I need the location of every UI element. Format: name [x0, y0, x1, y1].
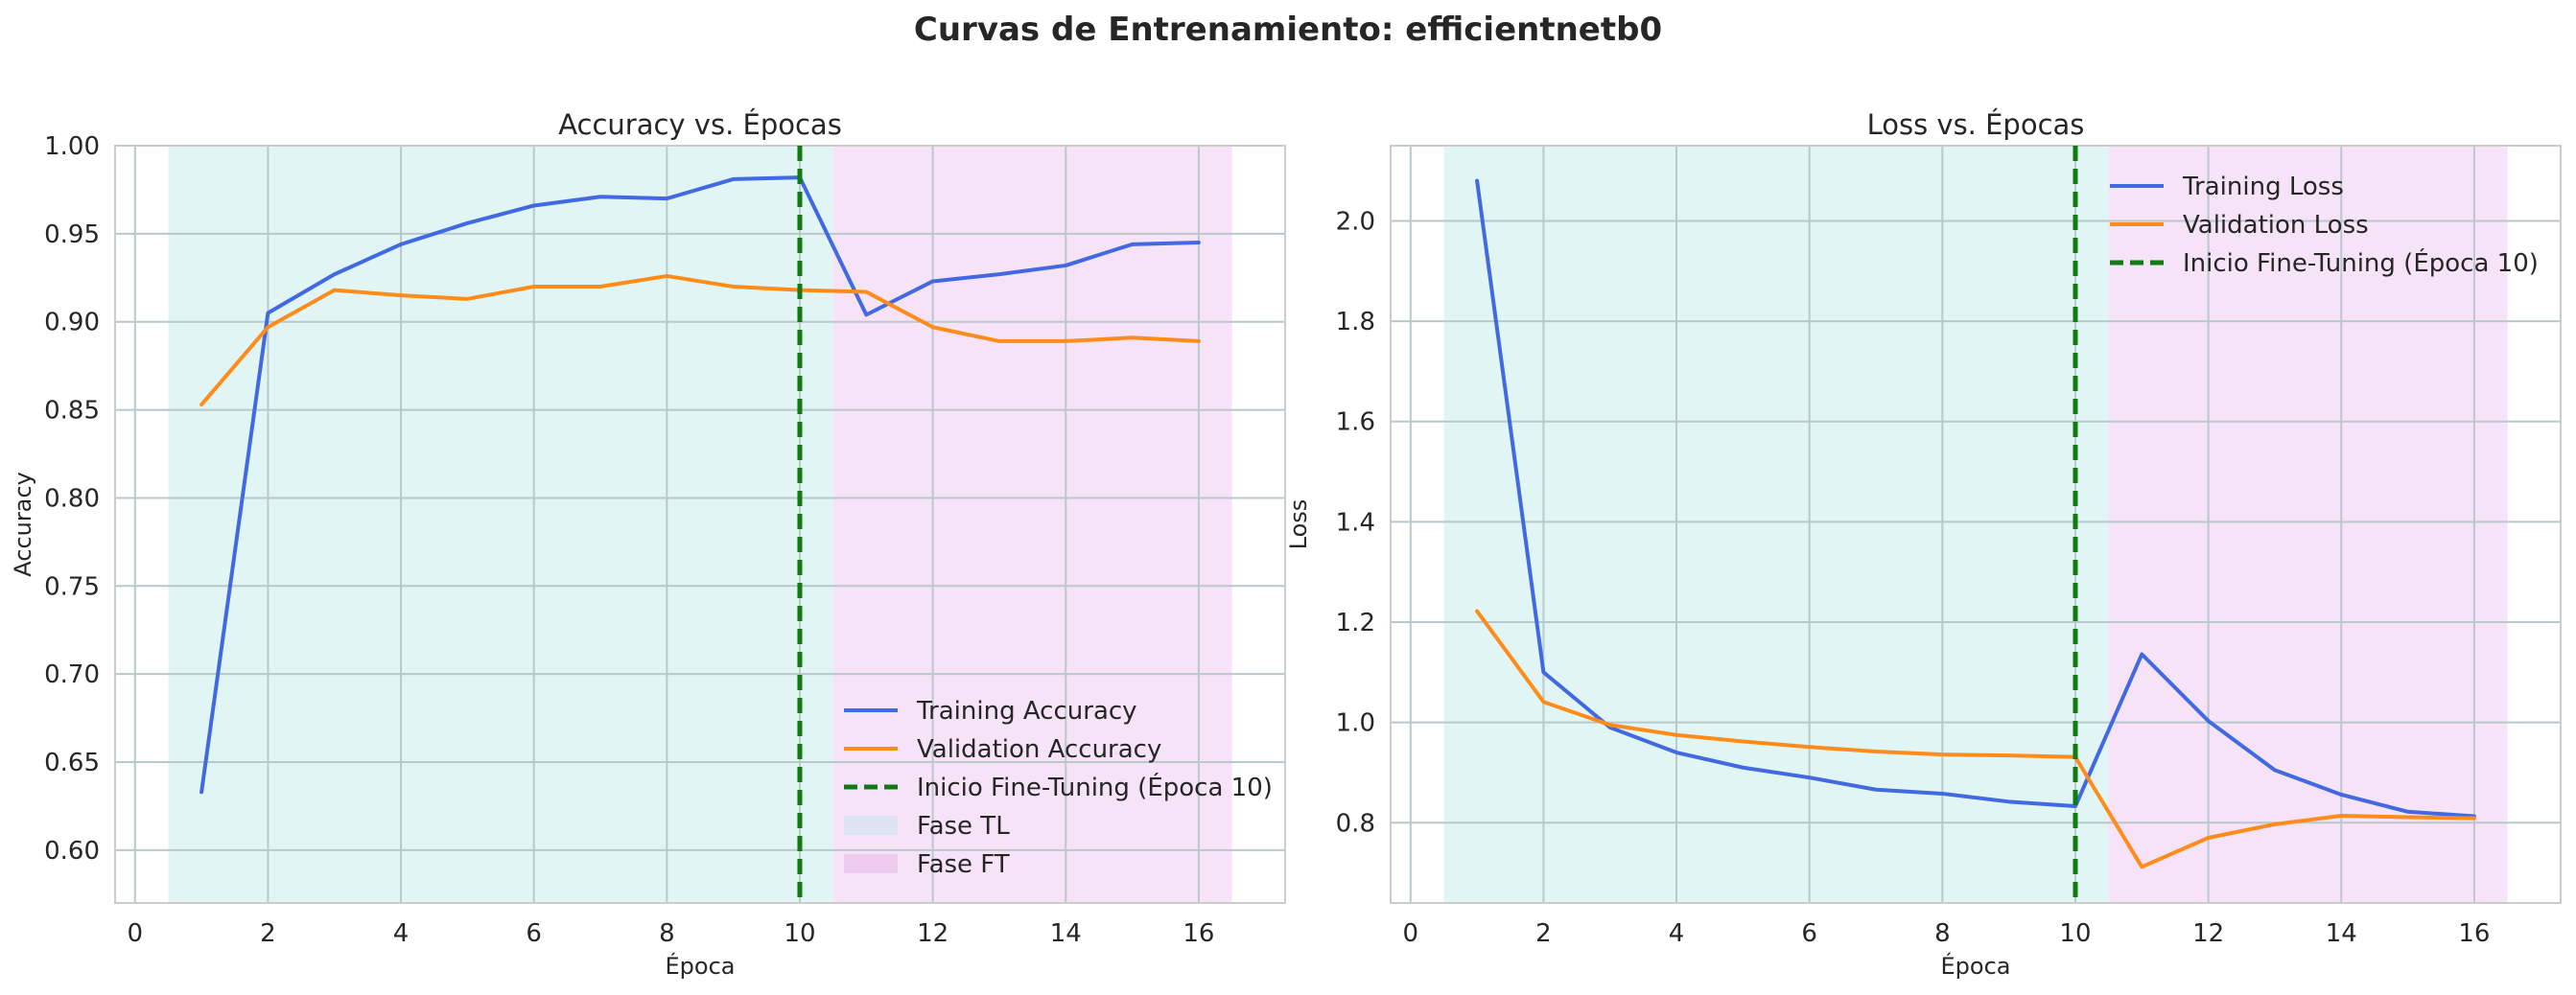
legend-phase-ft-swatch: [844, 854, 898, 873]
legend-validation-label: Validation Loss: [2183, 211, 2369, 240]
y-tick-label: 0.90: [44, 309, 100, 337]
legend-phase-tl-swatch: [844, 816, 898, 835]
x-axis-label: Época: [1941, 952, 2011, 980]
y-tick-label: 0.8: [1336, 809, 1375, 838]
phase-band-ft: [832, 146, 1232, 903]
legend-training-label: Training Accuracy: [916, 697, 1137, 726]
x-tick-label: 10: [2059, 919, 2091, 948]
x-tick-label: 10: [784, 919, 815, 948]
y-tick-label: 2.0: [1336, 207, 1375, 236]
x-tick-label: 14: [2326, 919, 2357, 948]
x-tick-label: 8: [659, 919, 675, 948]
chart-title: Loss vs. Épocas: [1867, 108, 2085, 141]
y-tick-label: 0.85: [44, 397, 100, 426]
x-tick-label: 4: [1669, 919, 1685, 948]
validation-series-line: [1475, 609, 2476, 869]
y-tick-label: 0.75: [44, 572, 100, 601]
x-tick-label: 6: [526, 919, 542, 948]
y-axis-label: Accuracy: [10, 472, 36, 577]
y-tick-label: 1.4: [1336, 508, 1375, 537]
y-axis-label: Loss: [1285, 499, 1312, 550]
axes-frame: [114, 145, 1286, 904]
y-tick-label: 1.8: [1336, 308, 1375, 336]
x-tick-label: 8: [1934, 919, 1951, 948]
x-tick-label: 0: [1403, 919, 1419, 948]
y-tick-label: 1.0: [1336, 709, 1375, 738]
legend-validation-label: Validation Accuracy: [917, 735, 1161, 764]
x-tick-label: 2: [260, 919, 276, 948]
x-tick-label: 12: [2192, 919, 2224, 948]
y-tick-label: 1.2: [1336, 609, 1375, 637]
y-tick-label: 1.00: [44, 132, 100, 161]
legend-finetune-label: Inicio Fine-Tuning (Época 10): [917, 772, 1273, 802]
x-tick-label: 16: [1183, 919, 1214, 948]
x-axis-label: Época: [666, 952, 736, 980]
axes-frame: [1390, 145, 2562, 904]
chart-title: Accuracy vs. Épocas: [558, 108, 842, 141]
legend-phase-ft-label: Fase FT: [917, 850, 1010, 879]
validation-series-line: [199, 273, 1201, 407]
accuracy-chart: 0 2 4 6 8 10 12 14 16 0.60 0.65 0.70 0.75 0.80 0.85 0.9…: [10, 108, 1286, 980]
loss-chart: 0 2 4 6 8 10 12 14 16 0.8 1.0 1.2 1.4 1.6 1.8 2.0 Época L…: [1285, 108, 2562, 980]
y-tick-label: 0.95: [44, 220, 100, 249]
x-tick-label: 16: [2458, 919, 2490, 948]
legend-phase-tl-label: Fase TL: [917, 812, 1010, 841]
y-tick-label: 1.6: [1336, 408, 1375, 437]
x-tick-label: 4: [393, 919, 410, 948]
y-tick-label: 0.60: [44, 837, 100, 866]
phase-band-tl: [1443, 146, 2109, 903]
x-tick-label: 14: [1050, 919, 1082, 948]
phase-band-tl: [168, 146, 833, 903]
x-tick-label: 12: [917, 919, 948, 948]
y-tick-label: 0.70: [44, 660, 100, 689]
y-tick-label: 0.80: [44, 484, 100, 513]
training-series-line: [199, 175, 1201, 795]
training-series-line: [1475, 178, 2476, 819]
legend-training-label: Training Loss: [2182, 173, 2344, 201]
legend-finetune-label: Inicio Fine-Tuning (Época 10): [2183, 247, 2539, 278]
x-tick-label: 6: [1801, 919, 1817, 948]
x-tick-label: 2: [1535, 919, 1552, 948]
phase-band-ft: [2108, 146, 2508, 903]
y-tick-label: 0.65: [44, 749, 100, 777]
x-tick-label: 0: [128, 919, 144, 948]
figure-title: Curvas de Entrenamiento: efficientnetb0: [914, 11, 1662, 49]
